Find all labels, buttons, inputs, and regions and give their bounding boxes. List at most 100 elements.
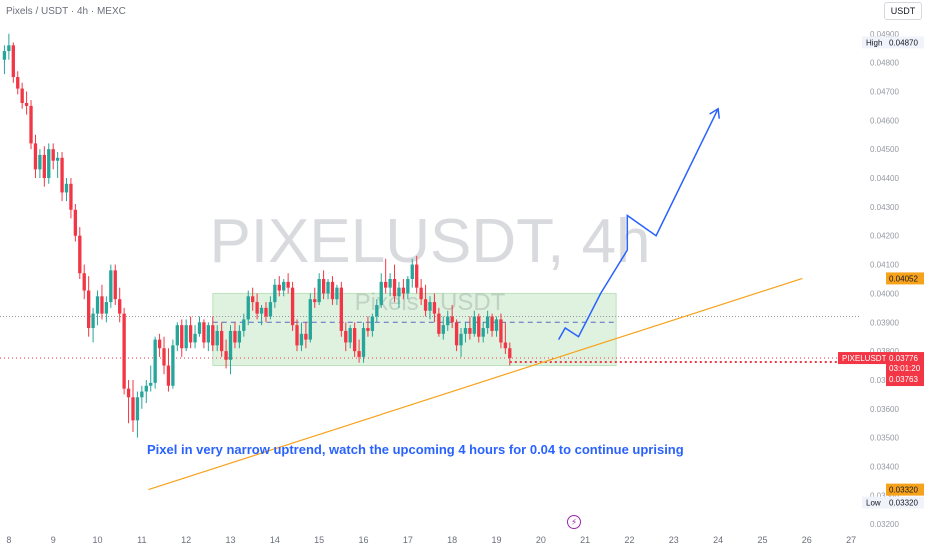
candle-body <box>472 316 476 334</box>
time-axis-tick: 17 <box>403 535 413 545</box>
candle-body <box>490 316 494 331</box>
time-axis-tick: 18 <box>447 535 457 545</box>
candle-body <box>29 105 33 144</box>
price-axis-tick: 0.03700 <box>870 376 899 385</box>
candle-body <box>233 330 237 343</box>
candle-body <box>339 287 344 331</box>
candle-body <box>171 345 175 386</box>
candle-body <box>135 397 140 421</box>
low-label-label: Low <box>866 499 881 508</box>
price-axis-tick: 0.04200 <box>870 232 899 241</box>
candle-body <box>78 235 82 274</box>
time-axis-tick: 15 <box>314 535 324 545</box>
candle-body <box>166 365 171 386</box>
time-axis-tick: 22 <box>624 535 634 545</box>
candle-body <box>184 325 188 349</box>
candle-body <box>299 333 304 346</box>
price-axis-tick: 0.04400 <box>870 174 899 183</box>
low-label-label-bg <box>862 496 886 509</box>
time-axis-tick: 8 <box>6 535 11 545</box>
candle-body <box>42 154 46 179</box>
candle-body <box>459 333 463 346</box>
candle-body <box>370 316 375 331</box>
high-label-bg <box>886 36 924 49</box>
candle-body <box>317 279 321 303</box>
candle-body <box>109 270 113 303</box>
trendline <box>148 277 803 491</box>
time-axis-tick: 20 <box>536 535 546 545</box>
candle-body <box>118 299 122 314</box>
price-axis-tick: 0.04900 <box>870 30 899 39</box>
candle-body <box>20 88 24 104</box>
candle-body <box>282 281 286 291</box>
time-axis-tick: 19 <box>491 535 501 545</box>
candle-body <box>379 281 383 305</box>
candle-body <box>348 328 352 343</box>
candle-body <box>215 330 219 346</box>
trendline-price-tag: 0.04052 <box>886 272 924 285</box>
candle-body <box>95 296 100 314</box>
candle-body <box>406 279 410 294</box>
time-axis-tick: 9 <box>51 535 56 545</box>
candle-body <box>432 302 437 314</box>
current-price-countdown: 03:01:20 <box>889 364 921 373</box>
candle-body <box>481 328 485 337</box>
candle-body <box>126 388 131 398</box>
time-axis-tick: 21 <box>580 535 590 545</box>
candle-body <box>86 290 91 329</box>
candle-body <box>246 296 250 320</box>
candle-body <box>392 279 397 297</box>
candle-body <box>352 328 357 352</box>
candle-body <box>304 333 308 340</box>
candle-body <box>450 316 454 323</box>
candle-body <box>344 330 348 343</box>
candle-body <box>153 339 157 383</box>
candle-body <box>330 281 335 300</box>
current-price-secondary: 0.03763 <box>889 375 918 384</box>
low-label-bg <box>886 496 924 509</box>
low-price-tag-bg <box>886 483 924 496</box>
candle-body <box>419 287 423 300</box>
low-price-tag: 0.03320 <box>886 483 924 496</box>
price-axis-tick: 0.03900 <box>870 318 899 327</box>
low-label: Low 0.03320 <box>862 496 924 509</box>
lightning-icon[interactable]: ⚡ <box>567 515 581 529</box>
time-axis-tick: 23 <box>669 535 679 545</box>
candle-body <box>437 313 441 334</box>
candle-body <box>326 281 330 294</box>
candle-body <box>255 302 259 314</box>
candle-body <box>206 325 211 343</box>
currency-button[interactable]: USDT <box>884 2 922 20</box>
time-axis-tick: 16 <box>358 535 368 545</box>
candle-body <box>2 51 7 60</box>
candle-body <box>264 307 268 317</box>
candle-body <box>259 307 264 314</box>
candle-body <box>446 316 450 326</box>
candle-body <box>463 328 468 334</box>
candle-body <box>24 103 29 106</box>
candle-body <box>388 279 392 288</box>
time-axis-tick: 24 <box>713 535 723 545</box>
price-axis-tick: 0.04500 <box>870 145 899 154</box>
candle-body <box>144 385 148 392</box>
current-price-bg <box>886 352 924 387</box>
candle-body <box>104 302 109 314</box>
price-axis-tick: 0.03600 <box>870 405 899 414</box>
candle-body <box>494 319 499 331</box>
candles <box>2 33 512 438</box>
time-axis-tick: 25 <box>757 535 767 545</box>
candle-body <box>69 183 73 210</box>
candle-body <box>51 149 55 161</box>
candle-body <box>454 322 459 346</box>
current-symbol-bg <box>838 352 886 365</box>
candle-body <box>477 316 481 337</box>
high-label: High 0.04870 <box>862 36 924 49</box>
candle-body <box>131 397 135 421</box>
candle-body <box>162 348 166 366</box>
candle-body <box>237 330 242 343</box>
candle-body <box>175 325 179 346</box>
candle-body <box>242 319 246 331</box>
low-price-tag-value: 0.03320 <box>889 486 918 495</box>
candle-body <box>295 325 299 346</box>
